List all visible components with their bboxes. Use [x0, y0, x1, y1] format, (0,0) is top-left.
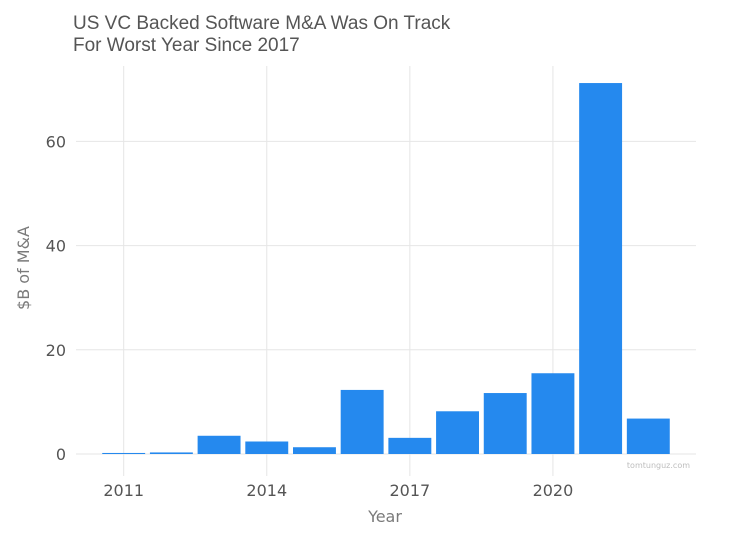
x-tick-label: 2020	[533, 481, 574, 500]
y-axis-label: $B of M&A	[14, 226, 33, 310]
x-axis-label: Year	[367, 507, 402, 526]
bar-2018	[436, 411, 479, 454]
bar-2019	[483, 393, 527, 454]
bar-2020	[531, 373, 575, 454]
bars	[102, 83, 670, 454]
bar-2013	[197, 435, 241, 454]
chart-title-line-1: US VC Backed Software M&A Was On Track	[73, 13, 451, 34]
bar-2021	[579, 83, 623, 454]
y-tick-label: 20	[46, 341, 66, 360]
bar-2011	[102, 452, 146, 454]
x-tick-label: 2014	[246, 481, 287, 500]
bar-2017	[388, 437, 432, 454]
y-tick-label: 40	[46, 237, 66, 256]
x-tick-label: 2017	[389, 481, 430, 500]
bar-2016	[340, 389, 384, 454]
y-tick-label: 60	[46, 132, 66, 151]
bar-2015	[293, 447, 336, 454]
x-tick-labels: 2011 2014 2017 2020	[103, 481, 573, 500]
watermark: tomtunguz.com	[627, 461, 690, 470]
bar-2022	[626, 418, 670, 454]
x-tick-label: 2011	[103, 481, 144, 500]
y-tick-labels: 0 20 40 60	[46, 132, 66, 464]
y-tick-label: 0	[56, 445, 66, 464]
bar-2012	[149, 452, 193, 454]
chart-title-line-2: For Worst Year Since 2017	[73, 35, 300, 56]
bar-2014	[245, 441, 289, 454]
